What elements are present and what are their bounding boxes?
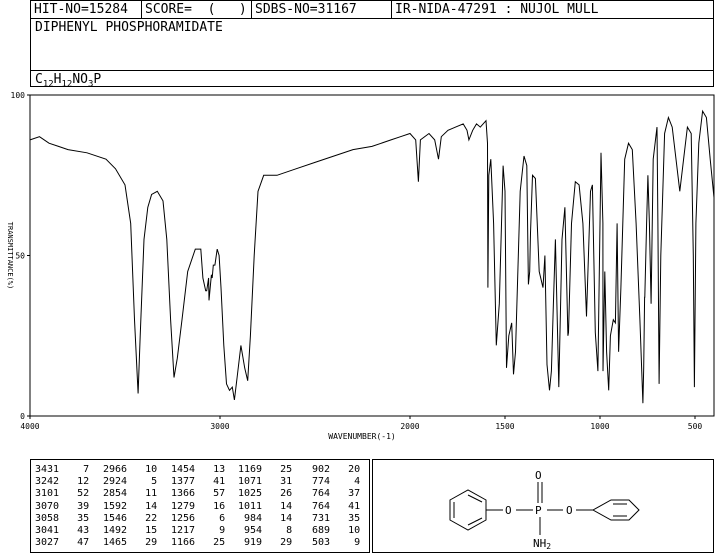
ir-spectrum-chart: 0 50 100 4000 3000 2000 1500 1000 500 WAVENUMBER(… (0, 88, 715, 452)
chemical-structure: O P O O NH2 (449, 469, 640, 551)
formula-part: 12 (42, 79, 54, 90)
x-tick-label: 1500 (495, 422, 514, 431)
x-tick-label: 4000 (20, 422, 39, 431)
spectrum-header: HIT-NO=15284 SCORE= ( ) SDBS-NO=31167 IR… (30, 0, 714, 90)
y-tick-label: 0 (20, 412, 25, 421)
formula-part: H (53, 72, 62, 87)
header-id-row: HIT-NO=15284 SCORE= ( ) SDBS-NO=31167 IR… (31, 1, 713, 19)
ir-nida: IR-NIDA-47291 : NUJOL MULL (391, 1, 713, 18)
formula-part: 3 (88, 79, 94, 90)
x-tick-label: 500 (688, 422, 703, 431)
plot-frame (29, 94, 715, 417)
compound-name: DIPHENYL PHOSPHORAMIDATE (35, 20, 223, 35)
molecular-formula: C12H12NO3P (35, 72, 101, 90)
formula-part: C (35, 72, 43, 87)
spectrum-svg: 0 50 100 4000 3000 2000 1500 1000 500 WAVENUMBER(… (6, 91, 715, 441)
peak-table: 3431 7 3242 12 3101 52 3070 39 3058 35 3… (30, 459, 370, 553)
y-tick-label: 100 (11, 91, 26, 100)
formula-part: P (93, 72, 102, 87)
atom-p: P (535, 504, 542, 517)
left-phenyl-ring (449, 489, 487, 531)
formula-part: NO (72, 72, 88, 87)
score: SCORE= ( ) (141, 1, 251, 18)
structure-panel: O P O O NH2 (372, 459, 714, 553)
spectrum-line (29, 109, 715, 404)
x-axis-label: WAVENUMBER(-1) (328, 432, 395, 441)
formula-part: 12 (61, 79, 73, 90)
x-tick-label: 3000 (210, 422, 229, 431)
peak-column: 3431 7 3242 12 3101 52 3070 39 3058 35 3… (35, 464, 90, 549)
atom-o-left: O (505, 504, 512, 517)
peak-column: 902 20 774 4 764 37 764 41 731 35 689 10… (312, 464, 361, 549)
right-phenyl-ring (591, 499, 640, 521)
sdbs-no: SDBS-NO=31167 (251, 1, 391, 18)
y-axis-label: TRANSMITTANCE(%) (6, 222, 14, 289)
x-tick-label: 1000 (590, 422, 609, 431)
peak-column: 2966 10 2924 5 2854 11 1592 14 1546 22 1… (103, 464, 158, 549)
atom-nh2: NH2 (533, 537, 551, 551)
x-tick-label: 2000 (400, 422, 419, 431)
peak-column: 1169 25 1071 31 1025 26 1011 14 984 14 9… (238, 464, 293, 549)
atom-o-double: O (535, 469, 542, 482)
y-tick-label: 50 (15, 252, 25, 261)
formula-row: C12H12NO3P (31, 70, 713, 90)
atom-o-right: O (566, 504, 573, 517)
hit-no: HIT-NO=15284 (34, 2, 128, 17)
peak-column: 1454 13 1377 41 1366 57 1279 16 1256 6 1… (171, 464, 226, 549)
